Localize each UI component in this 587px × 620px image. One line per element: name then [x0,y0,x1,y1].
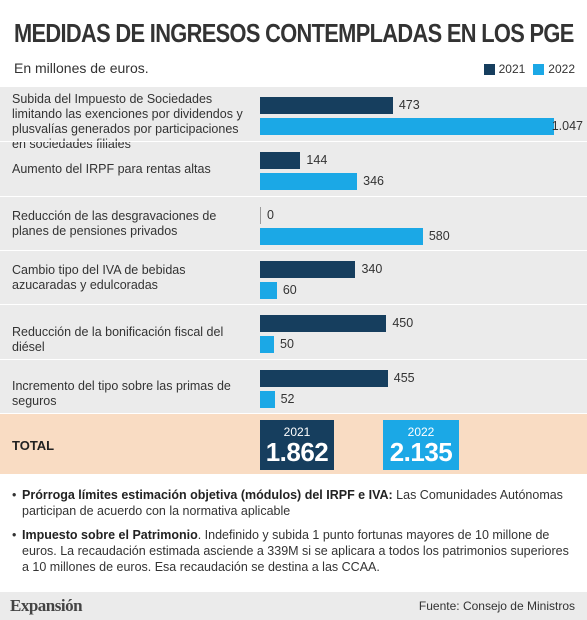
chart-row: Cambio tipo del IVA de bebidas azucarada… [0,249,587,304]
note-item: • Impuesto sobre el Patrimonio. Indefini… [12,527,578,575]
bar-2022 [260,336,275,354]
legend: 2021 2022 [476,62,575,76]
total-box-2021: 2021 1.862 [260,420,334,470]
bar-chart-panel: Subida del Impuesto de Sociedades limita… [0,87,587,413]
data-label-2021: 455 [393,370,415,385]
data-label-2022: 1.047 [551,119,583,133]
data-label-2021: 340 [361,261,383,276]
legend-swatch-2022 [533,63,545,75]
category-label: Cambio tipo del IVA de bebidas azucarada… [12,263,186,293]
bar-2022 [260,227,423,245]
category-label: Aumento del IRPF para rentas altas [12,161,211,176]
total-label: TOTAL [12,438,55,453]
data-label-2022: 346 [363,174,385,189]
brand-logo: Expansión [10,596,83,615]
data-label-2022: 50 [280,337,294,352]
note-item: • Prórroga límites estimación objetiva (… [12,487,578,519]
data-label-2021: 450 [392,316,414,331]
bar-2022 [260,118,554,135]
bar-2021 [260,260,356,278]
chart-row: Reducción de la bonificación fiscal del … [0,304,587,358]
bar-2021 [260,315,387,333]
note-text: . Indefinido y subida 1 punto fortunas m… [22,528,569,574]
legend-label-2021: 2021 [498,62,526,76]
footer: Expansión Fuente: Consejo de Ministros [0,592,587,620]
note-text: Las Comunidades Autónomas participan de … [22,488,563,518]
total-value-2021: 1.862 [265,437,329,467]
total-year-2022: 2022 [407,425,435,439]
category-label: Reducción de la bonificación fiscal del … [12,324,224,354]
chart-row: Aumento del IRPF para rentas altas 144 346 [0,141,587,195]
total-value-2022: 2.135 [389,437,453,467]
legend-swatch-2021 [483,63,495,75]
data-label-2022: 580 [428,228,450,243]
bar-2022 [260,281,277,299]
chart-title: MEDIDAS DE INGRESOS CONTEMPLADAS EN LOS … [14,18,574,48]
bar-2021 [260,97,393,114]
data-label-2022: 52 [280,391,295,406]
data-label-2021: 144 [306,153,328,168]
note-bold: Impuesto sobre el Patrimonio [22,528,198,542]
chart-row: Subida del Impuesto de Sociedades limita… [0,87,587,151]
chart-subtitle: En millones de euros. [14,60,149,76]
note-bold: Prórroga límites estimación objetiva (mó… [22,488,393,502]
notes: • Prórroga límites estimación objetiva (… [12,487,578,583]
chart-row: Reducción de las desgravaciones de plane… [0,195,587,250]
legend-label-2022: 2022 [548,62,575,76]
total-year-2021: 2021 [283,425,311,439]
bar-2022 [260,173,358,191]
total-row: TOTAL 2021 1.862 2022 2.135 [0,414,587,474]
bar-2021 [260,206,261,224]
bar-2021 [260,369,388,387]
bullet-icon: • [12,488,17,502]
bar-2022 [260,390,275,408]
chart-row: Incremento del tipo sobre las primas de … [0,358,587,413]
data-label-2021: 0 [267,207,274,222]
source-note: Fuente: Consejo de Ministros [418,599,575,613]
bullet-icon: • [12,528,17,542]
bar-2021 [260,152,301,170]
category-label: Reducción de las desgravaciones de plane… [12,208,217,238]
data-label-2022: 60 [282,282,297,297]
total-box-2022: 2022 2.135 [383,420,459,470]
category-label: Subida del Impuesto de Sociedades limita… [12,91,243,151]
data-label-2021: 473 [398,98,420,112]
category-label: Incremento del tipo sobre las primas de … [12,379,231,409]
